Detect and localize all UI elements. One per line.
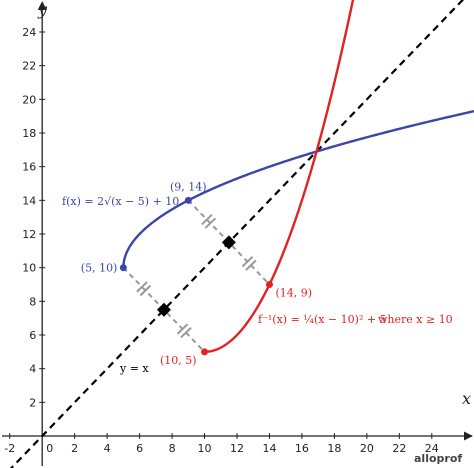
inverse-curve xyxy=(204,0,355,354)
x-tick-label: 16 xyxy=(295,442,309,455)
point-label: (5, 10) xyxy=(81,262,118,275)
x-tick-label: 6 xyxy=(136,442,143,455)
point-label: (10, 5) xyxy=(160,354,197,367)
congruence-mark xyxy=(180,327,192,339)
congruence-mark xyxy=(176,323,189,335)
point-label: (14, 9) xyxy=(275,287,312,300)
x-tick-label: 22 xyxy=(392,442,406,455)
congruence-mark xyxy=(201,213,213,226)
x-tick-label: 10 xyxy=(198,442,212,455)
x-tick-label: 8 xyxy=(169,442,176,455)
data-point xyxy=(201,348,209,356)
x-tick-label: 12 xyxy=(230,442,244,455)
y-tick-label: 14 xyxy=(22,194,36,207)
point-label: (9, 14) xyxy=(170,180,207,193)
y-tick-label: 10 xyxy=(22,262,36,275)
y-tick-label: 4 xyxy=(29,363,36,376)
congruence-mark xyxy=(204,217,217,229)
y-axis-label: y xyxy=(37,0,48,19)
y-tick-label: 6 xyxy=(29,329,36,342)
inverse-function-label: f⁻¹(x) = ¼(x − 10)² + 5 xyxy=(258,313,387,326)
points-layer: (5, 10) (9, 14) (10, 5) (14, 9) xyxy=(81,180,312,367)
congruence-mark xyxy=(245,259,257,271)
x-tick-label: 2 xyxy=(71,442,78,455)
alloprof-logo: alloprof xyxy=(414,452,462,465)
congruence-mark xyxy=(136,281,148,293)
congruence-mark xyxy=(139,284,152,297)
data-point xyxy=(184,196,192,204)
data-point xyxy=(265,281,273,289)
logo-text: alloprof xyxy=(414,452,462,465)
y-tick-label: 2 xyxy=(29,396,36,409)
y-tick-label: 8 xyxy=(29,295,36,308)
identity-line-label: y = x xyxy=(119,362,149,375)
x-tick-label: 18 xyxy=(327,442,341,455)
y-tick-label: 24 xyxy=(22,26,36,39)
x-axis-label: x xyxy=(462,389,471,408)
data-point xyxy=(119,264,127,272)
y-tick-label: 12 xyxy=(22,228,36,241)
y-tick-label: 22 xyxy=(22,60,36,73)
x-tick-label: 20 xyxy=(360,442,374,455)
f-curve xyxy=(122,110,474,268)
y-tick-label: 16 xyxy=(22,161,36,174)
inverse-function-condition: where x ≥ 10 xyxy=(378,313,453,326)
x-tick-label: 14 xyxy=(262,442,276,455)
origin-label: 0 xyxy=(46,442,53,455)
x-tick-label: 4 xyxy=(104,442,111,455)
y-tick-label: 18 xyxy=(22,127,36,140)
congruence-mark xyxy=(241,256,254,268)
f-function-label: f(x) = 2√(x − 5) + 10 xyxy=(62,195,179,208)
x-tick-label: -2 xyxy=(4,442,15,455)
x-tick-label: 24 xyxy=(425,442,439,455)
y-tick-label: 20 xyxy=(22,93,36,106)
